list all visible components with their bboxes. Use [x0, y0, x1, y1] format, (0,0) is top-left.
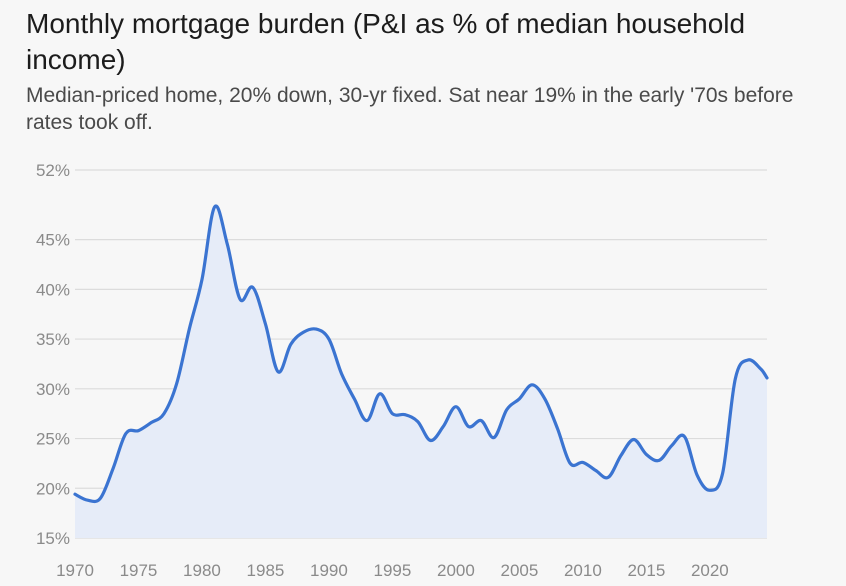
chart-title: Monthly mortgage burden (P&I as % of med… — [26, 8, 746, 75]
x-tick-label: 1990 — [310, 561, 348, 580]
x-tick-label: 2020 — [691, 561, 729, 580]
x-tick-label: 2010 — [564, 561, 602, 580]
x-tick-label: 2000 — [437, 561, 475, 580]
x-tick-label: 1985 — [247, 561, 285, 580]
y-tick-label: 35% — [36, 330, 70, 349]
series-line — [73, 204, 769, 504]
y-tick-label: 45% — [36, 231, 70, 250]
x-tick-label: 1970 — [56, 561, 94, 580]
x-tick-label: 1980 — [183, 561, 221, 580]
x-tick-label: 1995 — [374, 561, 412, 580]
y-tick-label: 25% — [36, 430, 70, 449]
x-tick-label: 2005 — [500, 561, 538, 580]
series-area — [75, 205, 767, 538]
chart-subtitle: Median-priced home, 20% down, 30-yr fixe… — [26, 84, 794, 134]
x-tick-label: 1975 — [120, 561, 158, 580]
y-tick-label: 52% — [36, 161, 70, 180]
y-tick-label: 40% — [36, 280, 70, 299]
y-axis-ticks: 15% 20% 25% 30% 35% 40% 45% 52% — [36, 161, 70, 548]
y-tick-label: 15% — [36, 529, 70, 548]
x-tick-label: 2015 — [627, 561, 665, 580]
x-axis-ticks: 1970 1975 1980 1985 1990 1995 2000 2005 2010 2015… — [56, 561, 729, 580]
y-tick-label: 20% — [36, 479, 70, 498]
y-tick-label: 30% — [36, 380, 70, 399]
